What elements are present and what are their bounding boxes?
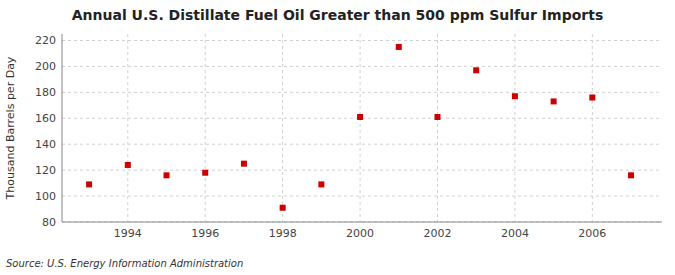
y-tick-label: 160 <box>35 112 56 125</box>
y-tick-label: 180 <box>35 86 56 99</box>
axes: 80 100 120 140 160 180 200 220 1994 1996 1998 2000 2… <box>35 34 662 240</box>
point <box>280 205 286 211</box>
point <box>589 95 595 101</box>
x-tick-label: 1998 <box>269 227 297 240</box>
chart: 80 100 120 140 160 180 200 220 1994 1996 1998 2000 2… <box>0 0 675 275</box>
grid-line <box>205 34 206 222</box>
point <box>473 67 479 73</box>
grid-line <box>514 34 515 222</box>
x-tick-label: 2002 <box>423 227 451 240</box>
y-axis-line <box>62 34 63 222</box>
point <box>628 172 634 178</box>
source-note: Source: U.S. Energy Information Administ… <box>6 258 243 269</box>
y-tick-label: 100 <box>35 190 56 203</box>
x-axis-line <box>62 222 662 223</box>
grid-line <box>62 196 662 197</box>
point <box>202 170 208 176</box>
grid-line <box>437 34 438 222</box>
y-tick-label: 120 <box>35 164 56 177</box>
y-tick-label: 220 <box>35 34 56 47</box>
y-tick-label: 200 <box>35 60 56 73</box>
grid-line <box>62 170 662 171</box>
grid-line <box>282 34 283 222</box>
x-tick-label: 2004 <box>501 227 529 240</box>
point <box>125 162 131 168</box>
title: Annual U.S. Distillate Fuel Oil Greater … <box>72 7 603 23</box>
y-tick-label: 140 <box>35 138 56 151</box>
point <box>164 172 170 178</box>
point <box>551 98 557 104</box>
point <box>86 181 92 187</box>
grid-line <box>62 66 662 67</box>
x-tick-label: 2006 <box>578 227 606 240</box>
point <box>512 93 518 99</box>
grid <box>62 34 662 222</box>
point <box>396 44 402 50</box>
grid-line <box>62 144 662 145</box>
y-axis-label: Thousand Barrels per Day <box>4 56 17 200</box>
point <box>318 181 324 187</box>
grid-line <box>127 34 128 222</box>
point <box>357 114 363 120</box>
points <box>86 44 634 211</box>
x-tick-label: 1996 <box>191 227 219 240</box>
grid-line <box>62 40 662 41</box>
x-tick-label: 2000 <box>346 227 374 240</box>
point <box>241 161 247 167</box>
grid-line <box>62 92 662 93</box>
point <box>434 114 440 120</box>
grid-line <box>62 222 662 223</box>
grid-line <box>360 34 361 222</box>
x-tick-label: 1994 <box>114 227 142 240</box>
y-tick-label: 80 <box>42 216 56 229</box>
grid-line <box>592 34 593 222</box>
